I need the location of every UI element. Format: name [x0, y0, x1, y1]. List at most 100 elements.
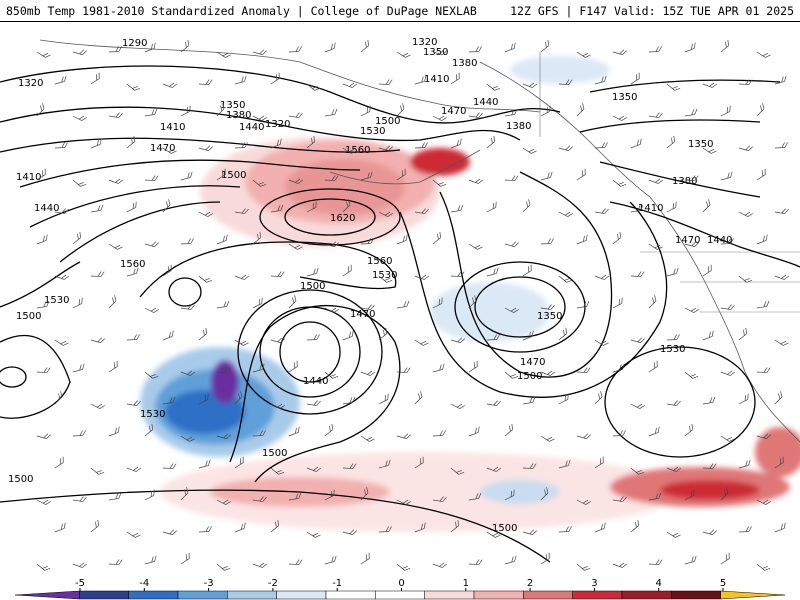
- wind-barb: [540, 39, 550, 53]
- contour-label: 1380: [672, 176, 697, 187]
- wind-barb: [36, 433, 51, 439]
- colorbar-swatch: [671, 590, 721, 600]
- wind-barb: [360, 39, 370, 53]
- wind-barb: [648, 492, 662, 501]
- wind-barb: [108, 559, 123, 565]
- wind-barb: [630, 271, 645, 277]
- wind-barb: [666, 334, 680, 341]
- contour-1470: [59, 201, 221, 263]
- wind-barb: [648, 46, 662, 53]
- wind-barb: [540, 370, 556, 376]
- wind-barb: [36, 563, 51, 571]
- wind-barb: [648, 112, 663, 118]
- contour-label: 1350: [220, 100, 245, 111]
- wind-barb: [270, 519, 280, 533]
- wind-barb: [36, 367, 51, 373]
- wind-barb: [396, 234, 408, 245]
- contour-label: 1530: [660, 344, 685, 355]
- wind-barb: [36, 103, 45, 117]
- coastlines: [39, 39, 800, 443]
- wind-barb: [504, 241, 519, 247]
- contour-label: 1500: [262, 448, 287, 459]
- wind-barb: [288, 243, 303, 250]
- wind-barb: [522, 199, 531, 213]
- product-title: 850mb Temp 1981-2010 Standardized Anomal…: [6, 4, 477, 18]
- wind-barb: [486, 201, 497, 213]
- wind-barb: [324, 241, 339, 247]
- wind-barb: [180, 105, 191, 117]
- wind-barb: [522, 264, 532, 277]
- wind-barb: [342, 82, 358, 88]
- contour-label: 1380: [226, 110, 251, 121]
- contour-label: 1470: [350, 309, 375, 320]
- wind-barb: [234, 142, 248, 149]
- colorbar-tick-label: 3: [591, 578, 597, 589]
- wind-barb: [450, 467, 465, 475]
- colorbar-swatch: [177, 590, 228, 600]
- wind-barb: [648, 559, 663, 565]
- height-contours: [0, 65, 800, 563]
- wind-barb: [576, 103, 585, 117]
- wind-barb: [180, 435, 195, 442]
- wind-barb: [378, 459, 391, 469]
- wind-barb: [648, 178, 664, 184]
- wind-barb: [324, 175, 339, 181]
- wind-barb: [144, 489, 155, 501]
- wind-barb: [324, 555, 337, 565]
- colorbar-swatch: [621, 590, 672, 600]
- wind-barb: [756, 563, 771, 571]
- wind-barb: [612, 430, 626, 437]
- wind-barb: [630, 138, 642, 149]
- wind-barb: [540, 435, 555, 442]
- wind-barb: [720, 105, 731, 117]
- contour-label: 1440: [239, 122, 264, 133]
- wind-barb: [684, 489, 695, 501]
- wind-barb: [198, 459, 211, 469]
- contour-label: 1530: [372, 270, 397, 281]
- wind-barb: [666, 466, 682, 472]
- wind-barb: [558, 526, 572, 533]
- wind-barb: [612, 231, 622, 245]
- wind-barb: [108, 295, 117, 309]
- wind-barb: [414, 339, 429, 346]
- contour-label: 1500: [16, 311, 41, 322]
- wind-barb: [630, 204, 644, 213]
- wind-barb: [324, 423, 334, 437]
- wind-barb: [414, 75, 427, 85]
- wind-barb: [648, 295, 657, 309]
- colorbar-tick-label: 5: [720, 578, 726, 589]
- colorbar-tick-label: -4: [139, 578, 149, 589]
- contour-label: 1350: [612, 92, 637, 103]
- wind-barb: [252, 430, 266, 437]
- wind-barb: [612, 297, 623, 309]
- wind-barb: [720, 39, 730, 53]
- contour-label: 1560: [120, 259, 145, 270]
- wind-barb: [54, 142, 68, 149]
- wind-barb: [414, 391, 423, 405]
- wind-barb: [306, 466, 322, 472]
- contour-label: 1500: [492, 523, 517, 534]
- wind-barb: [540, 238, 554, 245]
- wind-barb: [504, 371, 519, 379]
- wind-barb: [486, 531, 501, 538]
- colorbar-tick-label: 4: [656, 578, 662, 589]
- wind-barb: [684, 241, 699, 247]
- contour-1380-land: [579, 119, 761, 133]
- wind-barb: [738, 275, 753, 283]
- wind-barb: [684, 42, 696, 53]
- cold-anomaly-alaska: [510, 56, 610, 84]
- wind-barb: [558, 393, 569, 405]
- colorbar-tick-label: -1: [332, 578, 342, 589]
- contour-1440-land: [609, 201, 800, 268]
- warm-anomaly-gulf-core: [410, 148, 470, 176]
- contour-1440: [29, 185, 241, 228]
- wind-barb: [288, 559, 303, 565]
- contour-label-group: 1290 1320 1350 1380 1410 1440 1470 1500 …: [8, 37, 732, 534]
- warm-anomaly-subtropical-east-core: [660, 480, 760, 500]
- wind-barb: [522, 82, 538, 88]
- valid-time-title: 12Z GFS | F147 Valid: 15Z TUE APR 01 202…: [510, 4, 794, 18]
- wind-barb: [360, 370, 376, 376]
- wind-barb: [468, 492, 482, 501]
- wind-barb: [108, 178, 124, 184]
- contour-west-low: [0, 335, 71, 419]
